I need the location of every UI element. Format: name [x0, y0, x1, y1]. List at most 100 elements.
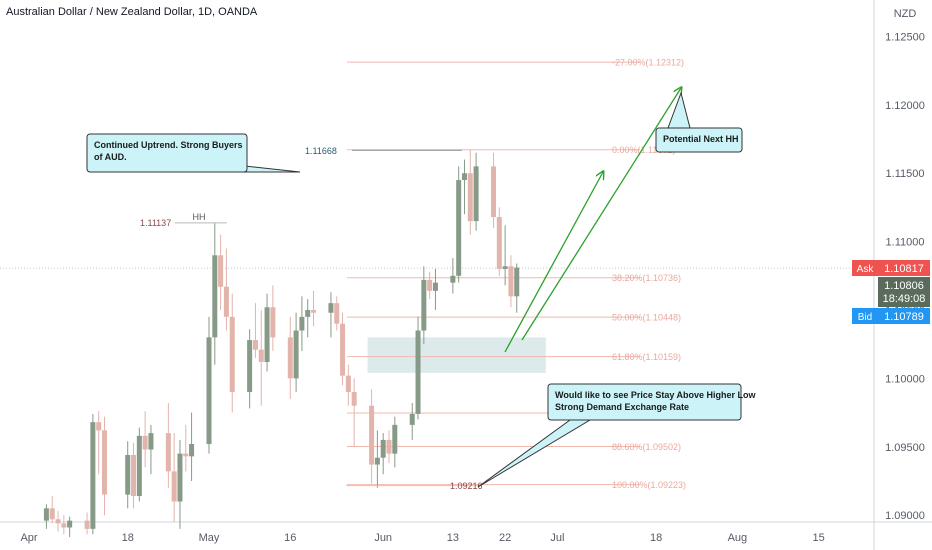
x-tick-label: Apr: [20, 532, 37, 544]
candle-body: [136, 435, 142, 497]
candle-body: [502, 266, 508, 269]
candle-body: [61, 523, 67, 528]
fib-level-label: 38.20%(1.10736): [612, 273, 681, 283]
candle-body: [415, 330, 421, 414]
candle-body: [461, 173, 467, 181]
y-tick-label: 1.09000: [885, 510, 925, 522]
callout-uptrend-text: of AUD.: [94, 152, 127, 162]
candle-body: [427, 279, 433, 291]
bid-tag-label-bg: [852, 308, 878, 324]
bid-tag-value: 1.10789: [884, 311, 924, 323]
candle-body: [171, 471, 177, 502]
candle-body: [345, 375, 351, 393]
projection-arrow: [521, 88, 681, 341]
y-tick-label: 1.11500: [886, 168, 925, 180]
x-tick-label: May: [199, 532, 220, 544]
candle-body: [258, 349, 264, 362]
last-price-tag: [878, 277, 930, 307]
y-tick-label: 1.11000: [886, 237, 925, 249]
candle-body: [386, 439, 392, 454]
candle-body: [491, 166, 497, 217]
callout-uptrend-text: Continued Uptrend. Strong Buyers: [94, 140, 243, 150]
ask-tag-value-bg: [878, 260, 930, 276]
candle-body: [421, 279, 427, 331]
candle-body: [90, 422, 96, 529]
hh-label: HH: [193, 212, 206, 222]
x-tick-label: Jun: [374, 532, 392, 544]
candle-body: [252, 340, 258, 350]
fib-level-label: 50.00%(1.10448): [612, 313, 681, 323]
candle-body: [311, 310, 317, 313]
low-price-label: 1.09216: [450, 481, 483, 491]
fib-level-label: 61.80%(1.10159): [612, 352, 681, 362]
x-tick-label: 18: [650, 532, 662, 544]
candle-body: [84, 520, 90, 529]
candle-body: [334, 303, 340, 324]
candle-body: [473, 166, 479, 222]
fib-level-label: 88.60%(1.09502): [612, 442, 681, 452]
chart-title: Australian Dollar / New Zealand Dollar, …: [6, 6, 258, 18]
ask-tag-value: 1.10817: [884, 263, 924, 275]
x-tick-label: 22: [499, 532, 511, 544]
candle-body: [101, 430, 107, 495]
candle-body: [467, 173, 473, 222]
candle-body: [374, 457, 380, 465]
x-tick-label: 15: [813, 532, 825, 544]
candle-body: [55, 519, 61, 524]
candle-body: [270, 307, 276, 338]
x-tick-label: 18: [122, 532, 134, 544]
candle-body: [229, 316, 235, 393]
callout-next-hh-box: [655, 127, 743, 153]
candle-body: [432, 282, 438, 291]
x-tick-label: Aug: [728, 532, 748, 544]
x-tick-label: Jul: [550, 532, 564, 544]
bid-tag-value-bg: [878, 308, 930, 324]
callout-higher-low[interactable]: Would like to see Price Stay Above Highe…: [477, 383, 757, 488]
y-tick-label: 1.10000: [885, 373, 925, 385]
candle-body: [450, 275, 456, 283]
candle-body: [206, 337, 212, 445]
candle-body: [148, 433, 154, 450]
demand-zone: [367, 337, 546, 373]
currency-label: NZD: [894, 8, 917, 20]
callout-next-hh[interactable]: Potential Next HH: [655, 91, 743, 153]
candle-body: [305, 310, 311, 317]
callout-uptrend-box: [86, 133, 248, 173]
callout-uptrend[interactable]: Continued Uptrend. Strong Buyers of AUD.: [86, 133, 301, 173]
bid-tag-label: Bid: [858, 312, 872, 323]
candle-body: [131, 454, 137, 497]
callout-higher-low-tail: [477, 419, 592, 488]
callout-higher-low-text: Would like to see Price Stay Above Highe…: [555, 390, 757, 400]
candle-body: [508, 266, 514, 297]
candle-body: [380, 439, 386, 458]
countdown-value: 18:49:08: [883, 293, 926, 305]
candle-body: [223, 286, 229, 317]
candle-body: [183, 453, 189, 457]
candle-body: [49, 508, 55, 520]
x-tick-label: 13: [447, 532, 459, 544]
fib-level-label: -27.00%(1.12312): [612, 58, 684, 68]
callout-next-hh-tail: [667, 91, 691, 129]
callout-higher-low-box: [547, 383, 742, 421]
callout-higher-low-text: Strong Demand Exchange Rate: [555, 402, 689, 412]
candle-body: [67, 520, 73, 528]
projection-arrow: [504, 172, 603, 353]
candle-body: [177, 453, 183, 502]
hh-price-label: 1.11137: [140, 218, 171, 228]
candle-body: [218, 255, 224, 287]
candle-body: [142, 435, 148, 450]
high-price-label: 1.11668: [305, 146, 337, 156]
candle-body: [212, 255, 218, 338]
y-tick-label: 1.12000: [885, 100, 925, 112]
candle-body: [287, 337, 293, 379]
candle-body: [351, 392, 357, 406]
y-tick-label: 1.09500: [885, 442, 925, 454]
last-price-value: 1.10806: [884, 280, 924, 292]
fib-level-label: 0.00%(1.11672): [612, 145, 675, 155]
candle-body: [293, 330, 299, 379]
candle-body: [340, 323, 346, 376]
candle-body: [328, 303, 334, 313]
candle-body: [409, 413, 415, 425]
candle-body: [456, 180, 462, 276]
